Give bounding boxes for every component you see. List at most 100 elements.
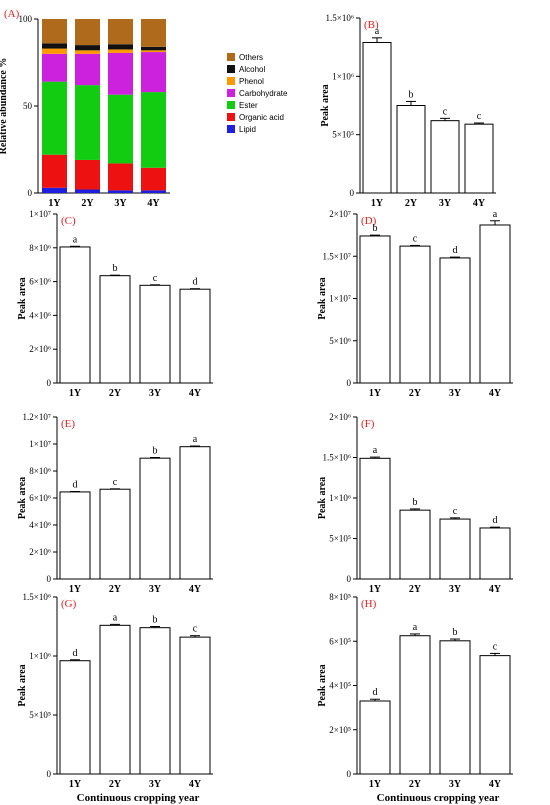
x-tick-label: 3Y	[439, 198, 452, 209]
bar-segment-organic-acid	[108, 163, 133, 191]
y-tick-label: 1.5×10⁶	[326, 13, 354, 23]
y-tick-label: 0	[347, 769, 352, 779]
significance-label: d	[453, 245, 458, 256]
chart-panel-8: 0 2×10⁵ 4×10⁵ 6×10⁵ 8×10⁵ Peak area (H) d 1Y a 2Y b…	[317, 592, 513, 804]
y-tick-label: 2×10⁷	[329, 209, 351, 219]
x-tick-label: 1Y	[369, 779, 382, 790]
y-tick-label: 5×10⁶	[329, 336, 351, 346]
bar	[179, 636, 211, 775]
y-tick-label: 0	[347, 574, 352, 584]
x-tick-label: 4Y	[189, 584, 202, 595]
chart-panel-1: 0 50 100 Relative abundance % (A) 1Y 2Y 3Y 4Y Oth…	[0, 8, 288, 209]
y-tick-label: 5×10⁵	[329, 534, 351, 544]
y-tick-label: 6×10⁵	[329, 636, 351, 646]
legend-swatch	[227, 77, 235, 85]
significance-label: d	[73, 480, 78, 491]
bar	[399, 509, 431, 580]
bar-segment-ester	[108, 94, 133, 164]
significance-label: c	[453, 506, 458, 517]
x-tick-label: 3Y	[114, 198, 127, 209]
y-tick-label: 2×10⁶	[29, 547, 51, 557]
bar	[139, 284, 171, 384]
bar	[99, 624, 131, 775]
x-tick-label: 2Y	[81, 198, 94, 209]
x-tick-label: 2Y	[109, 584, 122, 595]
y-tick-label: 8×10⁶	[29, 466, 51, 476]
bar	[399, 245, 431, 384]
significance-label: b	[153, 446, 158, 457]
x-tick-label: 3Y	[149, 779, 162, 790]
y-tick-label: 0	[28, 188, 33, 198]
y-tick-label: 1×10⁷	[329, 294, 351, 304]
x-tick-label: 1Y	[369, 388, 382, 399]
legend-entry: Ester	[239, 101, 258, 110]
x-tick-label: 1Y	[69, 584, 82, 595]
legend-swatch	[227, 89, 235, 97]
y-tick-label: 2×10⁵	[329, 725, 351, 735]
legend-entry: Phenol	[239, 77, 264, 86]
bar	[179, 446, 211, 580]
y-tick-label: 1×10⁷	[29, 439, 51, 449]
bar-segment-phenol	[108, 49, 133, 53]
bar	[439, 257, 471, 384]
significance-label: b	[409, 89, 414, 100]
bar	[479, 655, 511, 775]
y-tick-label: 0	[350, 188, 355, 198]
y-tick-label: 1.5×10⁶	[23, 592, 51, 602]
bar-segment-organic-acid	[75, 159, 100, 190]
bar-segment-phenol	[42, 48, 67, 54]
bar-segment-others	[75, 19, 100, 46]
bar-segment-lipid	[141, 190, 166, 193]
y-axis-label: Peak area	[317, 477, 328, 519]
y-axis-label: Peak area	[17, 664, 28, 706]
x-tick-label: 3Y	[449, 388, 462, 399]
y-tick-label: 50	[23, 101, 33, 111]
chart-panel-2: 0 5×10⁵ 1×10⁶ 1.5×10⁶ Peak area (B)a 1Y b 2Y c 3Y c…	[320, 13, 496, 209]
x-tick-label: 1Y	[369, 584, 382, 595]
y-tick-label: 4×10⁵	[329, 681, 351, 691]
legend-entry: Alcohol	[239, 65, 265, 74]
bar	[359, 457, 391, 580]
chart-panel-6: 0 5×10⁵ 1×10⁶ 1.5×10⁶ 2×10⁶ Peak area (F) a 1Y b 2…	[317, 412, 513, 595]
y-tick-label: 1.5×10⁶	[323, 453, 351, 463]
y-tick-label: 4×10⁶	[29, 310, 51, 320]
x-tick-label: 4Y	[473, 198, 486, 209]
panel-label: (A)	[4, 8, 20, 20]
y-tick-label: 6×10⁶	[29, 277, 51, 287]
bar-segment-carbohydrate	[42, 53, 67, 82]
bar	[139, 457, 171, 580]
significance-label: a	[73, 234, 78, 245]
bar-segment-phenol	[141, 50, 166, 53]
bar	[430, 120, 460, 194]
x-axis-label: Continuous cropping year	[77, 792, 200, 804]
bar	[359, 235, 391, 384]
y-axis-label: Peak area	[17, 477, 28, 519]
y-tick-label: 6×10⁶	[29, 493, 51, 503]
significance-label: c	[443, 106, 448, 117]
bar-segment-lipid	[108, 190, 133, 193]
significance-label: a	[413, 622, 418, 633]
x-tick-label: 4Y	[147, 198, 160, 209]
y-axis-label: Peak area	[17, 277, 28, 319]
y-tick-label: 1×10⁶	[332, 71, 354, 81]
significance-label: d	[193, 277, 198, 288]
legend-swatch	[227, 113, 235, 121]
bar	[359, 700, 391, 775]
panel-label: (B)	[364, 19, 379, 31]
y-tick-label: 5×10⁵	[332, 130, 354, 140]
x-tick-label: 3Y	[449, 779, 462, 790]
x-tick-label: 3Y	[449, 584, 462, 595]
x-tick-label: 2Y	[409, 388, 422, 399]
significance-label: b	[113, 263, 118, 274]
bar-segment-lipid	[75, 189, 100, 193]
bar	[399, 635, 431, 775]
bar-segment-carbohydrate	[141, 52, 166, 93]
bar	[99, 275, 131, 384]
bar-segment-alcohol	[108, 44, 133, 50]
bar-segment-ester	[42, 81, 67, 155]
y-tick-label: 4×10⁶	[29, 520, 51, 530]
y-tick-label: 5×10⁵	[29, 710, 51, 720]
bar	[396, 105, 426, 194]
chart-panel-3: 0 2×10⁶ 4×10⁶ 6×10⁶ 8×10⁶ 1×10⁷ Peak area (C) a 1…	[17, 209, 213, 399]
bar	[139, 627, 171, 775]
